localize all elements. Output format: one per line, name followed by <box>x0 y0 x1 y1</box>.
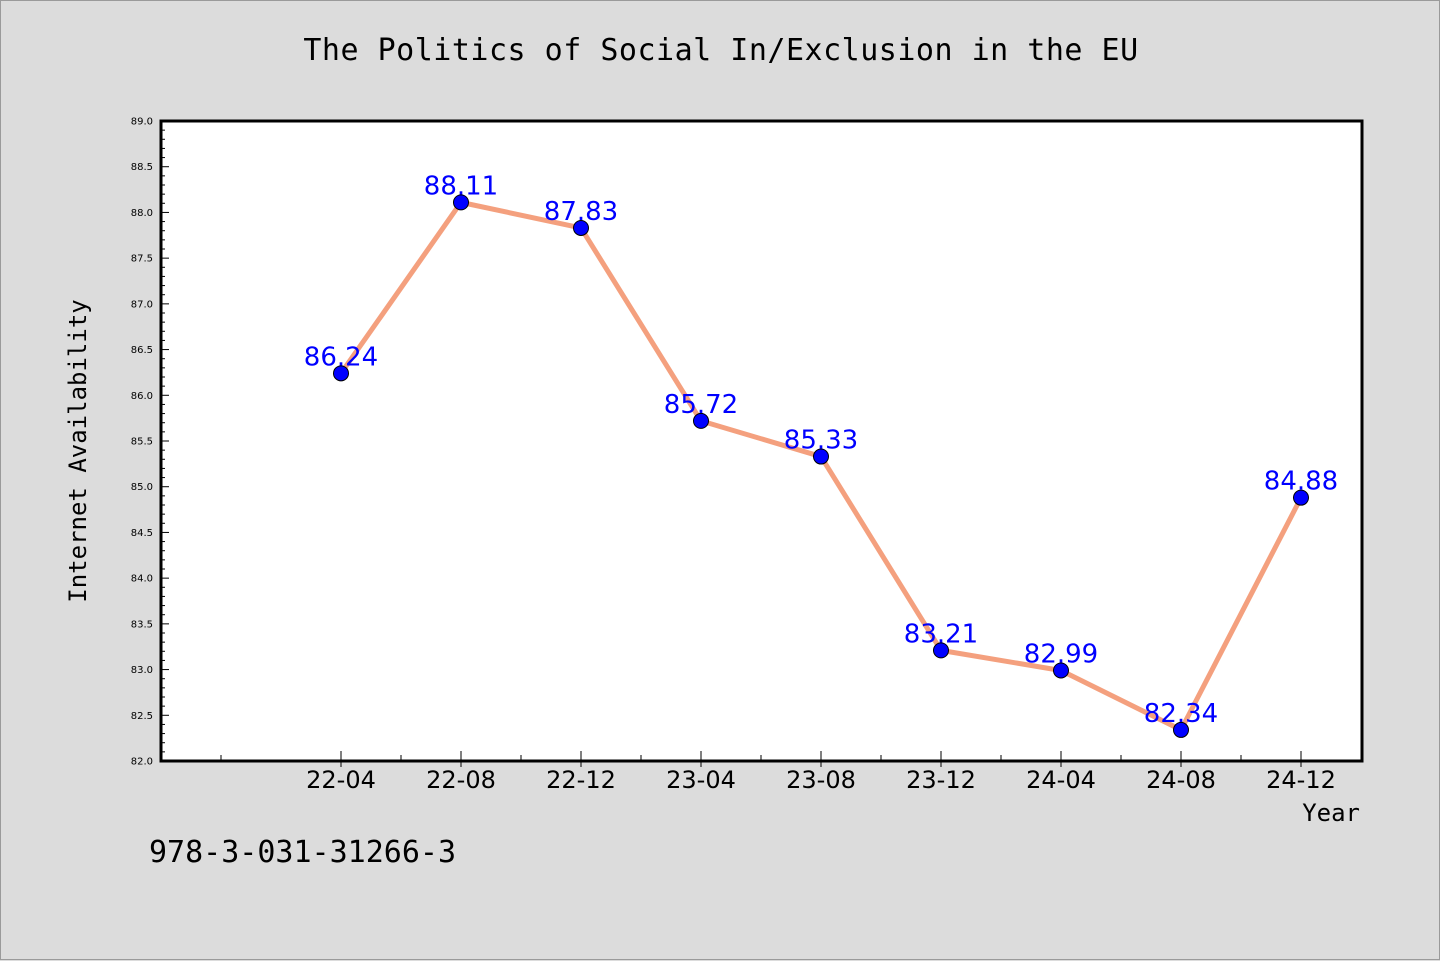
y-tick-label: 86.5 <box>131 345 153 356</box>
x-axis-title: Year <box>1302 799 1360 827</box>
y-tick-label: 83.0 <box>131 665 153 676</box>
data-markers <box>333 194 1309 738</box>
data-label: 82.34 <box>1144 699 1218 729</box>
y-tick-label: 82.5 <box>131 711 153 722</box>
data-label: 88.11 <box>424 171 498 201</box>
y-tick-label: 85.0 <box>131 482 153 493</box>
data-label: 85.72 <box>664 390 738 420</box>
y-tick-label: 84.0 <box>131 574 153 585</box>
x-axis: 22-04 22-08 22-12 23-04 23-08 23-12 24-04 24-08… <box>220 751 1336 794</box>
x-tick-label: 22-04 <box>306 766 376 794</box>
y-tick-label: 82.0 <box>131 757 153 768</box>
data-point <box>333 365 349 382</box>
data-label: 84.88 <box>1264 467 1338 497</box>
y-tick-label: 88.0 <box>131 208 153 219</box>
data-label: 87.83 <box>544 197 618 227</box>
data-point <box>1173 721 1189 738</box>
x-tick-label: 23-08 <box>786 766 856 794</box>
chart-title: The Politics of Social In/Exclusion in t… <box>303 33 1139 68</box>
x-tick-label: 22-08 <box>426 766 496 794</box>
x-tick-label: 24-08 <box>1146 766 1216 794</box>
y-tick-label: 84.5 <box>131 528 153 539</box>
y-axis: 82.0 82.5 83.0 83.5 84.0 84.5 85.0 85.5 86.0 86.5… <box>131 117 169 768</box>
data-label: 82.99 <box>1024 639 1098 669</box>
y-tick-label: 83.5 <box>131 619 153 630</box>
data-point <box>693 412 709 429</box>
y-tick-label: 88.5 <box>131 162 153 173</box>
isbn-text: 978-3-031-31266-3 <box>149 835 457 870</box>
x-tick-label: 24-04 <box>1026 766 1096 794</box>
x-tick-label: 22-12 <box>546 766 616 794</box>
data-label: 83.21 <box>904 619 978 649</box>
x-tick-label: 23-12 <box>906 766 976 794</box>
y-axis-title: Internet Availability <box>64 299 92 602</box>
data-point <box>453 194 469 211</box>
y-tick-label: 89.0 <box>131 117 153 128</box>
data-point <box>813 448 829 465</box>
y-tick-label: 86.0 <box>131 391 153 402</box>
x-tick-label: 24-12 <box>1266 766 1336 794</box>
data-point <box>933 642 949 659</box>
data-label: 85.33 <box>784 426 858 456</box>
data-point <box>1053 662 1069 679</box>
x-tick-label: 23-04 <box>666 766 736 794</box>
data-labels: 86.24 88.11 87.83 85.72 85.33 83.21 82.99 82.34… <box>304 171 1338 729</box>
y-tick-label: 87.5 <box>131 254 153 265</box>
data-label: 86.24 <box>304 342 378 372</box>
data-point <box>1293 489 1309 506</box>
data-point <box>573 219 589 236</box>
y-tick-label: 87.0 <box>131 299 153 310</box>
y-tick-label: 85.5 <box>131 437 153 448</box>
